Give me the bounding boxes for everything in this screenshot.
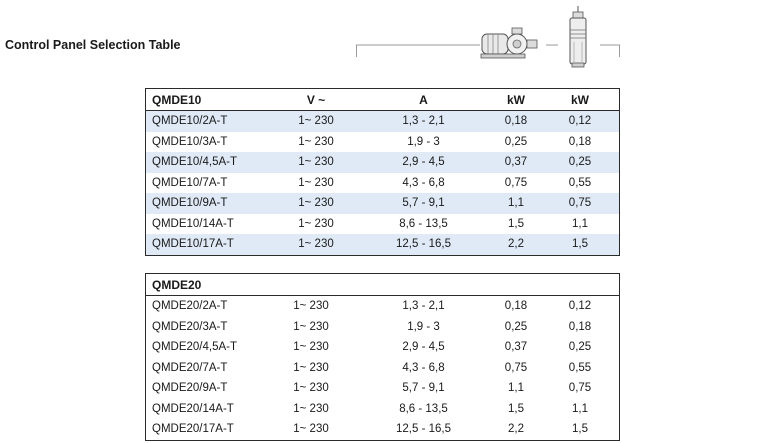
cell-current: 1,3 - 2,1 xyxy=(402,300,445,313)
cell-current: 5,7 - 9,1 xyxy=(402,197,445,210)
cell-kw-surface: 1,1 xyxy=(508,382,524,395)
cell-kw-submersible: 0,25 xyxy=(568,156,592,169)
submersible-pump-icon xyxy=(569,6,587,68)
qmde20-table: QMDE20 QMDE20/2A-T 1~ 230 1,3 - 2,1 0,18… xyxy=(145,273,620,441)
header-model: QMDE20 xyxy=(152,277,202,292)
cell-model: QMDE20/9A-T xyxy=(152,382,228,395)
cell-current: 4,3 - 6,8 xyxy=(402,361,445,374)
header-bracket-line xyxy=(356,44,620,57)
table-row: QMDE10/4,5A-T 1~ 230 2,9 - 4,5 0,37 0,25 xyxy=(146,152,619,173)
cell-kw-submersible: 0,12 xyxy=(568,115,592,128)
table-header: QMDE10 V ~ A kW kW xyxy=(146,89,619,111)
cell-current: 1,9 - 3 xyxy=(407,135,440,148)
cell-kw-surface: 0,18 xyxy=(504,300,528,313)
table-header: QMDE20 xyxy=(146,274,619,296)
cell-kw-surface: 0,18 xyxy=(504,115,528,128)
header-model: QMDE10 xyxy=(152,92,202,107)
cell-kw-submersible: 1,5 xyxy=(572,238,588,251)
cell-current: 4,3 - 6,8 xyxy=(402,176,445,189)
cell-kw-submersible: 0,55 xyxy=(568,361,592,374)
cell-kw-submersible: 1,1 xyxy=(572,217,588,230)
cell-voltage: 1~ 230 xyxy=(293,402,329,415)
cell-kw-submersible: 0,12 xyxy=(568,300,592,313)
cell-model: QMDE10/14A-T xyxy=(152,217,234,230)
cell-voltage: 1~ 230 xyxy=(298,197,334,210)
cell-voltage: 1~ 230 xyxy=(298,238,334,251)
table-row: QMDE20/14A-T 1~ 230 8,6 - 13,5 1,5 1,1 xyxy=(146,399,619,420)
cell-kw-surface: 0,75 xyxy=(504,361,528,374)
cell-current: 2,9 - 4,5 xyxy=(402,341,445,354)
cell-voltage: 1~ 230 xyxy=(293,300,329,313)
table-row: QMDE20/4,5A-T 1~ 230 2,9 - 4,5 0,37 0,25 xyxy=(146,337,619,358)
cell-model: QMDE10/17A-T xyxy=(152,238,234,251)
cell-kw-submersible: 0,55 xyxy=(568,176,592,189)
cell-kw-surface: 2,2 xyxy=(508,423,524,436)
cell-current: 12,5 - 16,5 xyxy=(396,238,451,251)
cell-kw-surface: 1,5 xyxy=(508,217,524,230)
cell-model: QMDE10/9A-T xyxy=(152,197,228,210)
cell-kw-surface: 0,37 xyxy=(504,341,528,354)
cell-voltage: 1~ 230 xyxy=(298,156,334,169)
cell-kw-surface: 0,75 xyxy=(504,176,528,189)
cell-model: QMDE10/2A-T xyxy=(152,115,228,128)
cell-kw-submersible: 0,18 xyxy=(568,135,592,148)
table-row: QMDE20/7A-T 1~ 230 4,3 - 6,8 0,75 0,55 xyxy=(146,358,619,379)
cell-model: QMDE20/2A-T xyxy=(152,300,228,313)
cell-current: 12,5 - 16,5 xyxy=(396,423,451,436)
cell-voltage: 1~ 230 xyxy=(293,382,329,395)
cell-model: QMDE20/7A-T xyxy=(152,361,228,374)
cell-kw-surface: 0,25 xyxy=(504,135,528,148)
cell-model: QMDE10/4,5A-T xyxy=(152,156,237,169)
table-row: QMDE10/14A-T 1~ 230 8,6 - 13,5 1,5 1,1 xyxy=(146,214,619,235)
cell-kw-submersible: 1,5 xyxy=(572,423,588,436)
cell-kw-surface: 0,37 xyxy=(504,156,528,169)
header-power-submersible: kW xyxy=(571,92,589,107)
table-row: QMDE20/3A-T 1~ 230 1,9 - 3 0,25 0,18 xyxy=(146,317,619,338)
cell-current: 1,9 - 3 xyxy=(407,320,440,333)
cell-current: 2,9 - 4,5 xyxy=(402,156,445,169)
surface-pump-icon xyxy=(480,27,538,59)
header-current: A xyxy=(419,92,428,107)
cell-kw-submersible: 0,18 xyxy=(568,320,592,333)
table-row: QMDE10/7A-T 1~ 230 4,3 - 6,8 0,75 0,55 xyxy=(146,173,619,194)
cell-model: QMDE20/4,5A-T xyxy=(152,341,237,354)
cell-kw-surface: 2,2 xyxy=(508,238,524,251)
cell-voltage: 1~ 230 xyxy=(298,176,334,189)
cell-voltage: 1~ 230 xyxy=(298,135,334,148)
cell-kw-submersible: 0,25 xyxy=(568,341,592,354)
table-row: QMDE10/2A-T 1~ 230 1,3 - 2,1 0,18 0,12 xyxy=(146,111,619,132)
cell-voltage: 1~ 230 xyxy=(293,361,329,374)
cell-current: 8,6 - 13,5 xyxy=(399,217,448,230)
cell-voltage: 1~ 230 xyxy=(298,115,334,128)
cell-model: QMDE20/14A-T xyxy=(152,402,234,415)
cell-voltage: 1~ 230 xyxy=(298,217,334,230)
cell-voltage: 1~ 230 xyxy=(293,423,329,436)
cell-voltage: 1~ 230 xyxy=(293,320,329,333)
header-voltage: V ~ xyxy=(306,92,326,107)
cell-kw-submersible: 1,1 xyxy=(572,402,588,415)
cell-kw-surface: 1,1 xyxy=(508,197,524,210)
cell-model: QMDE10/7A-T xyxy=(152,176,228,189)
cell-current: 8,6 - 13,5 xyxy=(399,402,448,415)
table-row: QMDE20/9A-T 1~ 230 5,7 - 9,1 1,1 0,75 xyxy=(146,378,619,399)
cell-voltage: 1~ 230 xyxy=(293,341,329,354)
cell-kw-surface: 0,25 xyxy=(504,320,528,333)
table-row: QMDE10/3A-T 1~ 230 1,9 - 3 0,25 0,18 xyxy=(146,132,619,153)
cell-current: 5,7 - 9,1 xyxy=(402,382,445,395)
cell-kw-submersible: 0,75 xyxy=(568,382,592,395)
cell-current: 1,3 - 2,1 xyxy=(402,115,445,128)
cell-kw-surface: 1,5 xyxy=(508,402,524,415)
table-row: QMDE20/17A-T 1~ 230 12,5 - 16,5 2,2 1,5 xyxy=(146,419,619,440)
table-row: QMDE20/2A-T 1~ 230 1,3 - 2,1 0,18 0,12 xyxy=(146,296,619,317)
page-title: Control Panel Selection Table xyxy=(5,38,181,52)
header-power-surface: kW xyxy=(507,92,525,107)
qmde10-table: QMDE10 V ~ A kW kW QMDE10/2A-T 1~ 230 1,… xyxy=(145,88,620,256)
cell-model: QMDE20/17A-T xyxy=(152,423,234,436)
table-row: QMDE10/9A-T 1~ 230 5,7 - 9,1 1,1 0,75 xyxy=(146,193,619,214)
cell-kw-submersible: 0,75 xyxy=(568,197,592,210)
cell-model: QMDE20/3A-T xyxy=(152,320,228,333)
table-row: QMDE10/17A-T 1~ 230 12,5 - 16,5 2,2 1,5 xyxy=(146,234,619,255)
cell-model: QMDE10/3A-T xyxy=(152,135,228,148)
